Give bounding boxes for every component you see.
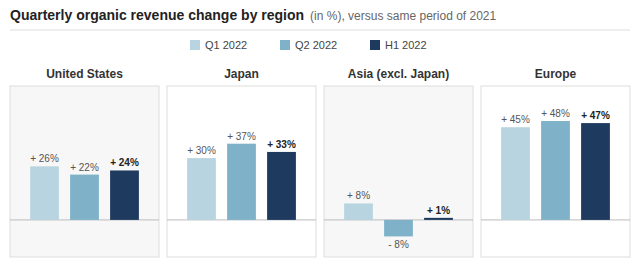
bar	[30, 166, 59, 220]
data-label: + 37%	[227, 131, 256, 142]
data-label: + 33%	[267, 139, 296, 150]
legend-swatch	[280, 40, 290, 50]
bar	[424, 218, 453, 220]
data-label: + 8%	[347, 190, 370, 201]
legend-label: Q1 2022	[205, 39, 247, 51]
bar	[267, 152, 296, 220]
category-label: United States	[46, 67, 123, 81]
data-label: + 22%	[70, 162, 99, 173]
legend-label: Q2 2022	[295, 39, 337, 51]
data-label: + 47%	[581, 110, 610, 121]
legend: Q1 2022 Q2 2022 H1 2022	[190, 39, 427, 51]
legend-swatch	[190, 40, 200, 50]
data-label: + 30%	[187, 145, 216, 156]
bar	[541, 121, 570, 220]
bars	[324, 203, 473, 236]
panel: Asia (excl. Japan) + 8% - 8% + 1%	[324, 67, 473, 257]
data-label: + 26%	[30, 153, 59, 164]
bar	[501, 127, 530, 220]
bar	[110, 170, 139, 219]
subtitle: (in %), versus same period of 2021	[310, 9, 496, 23]
bar	[187, 158, 216, 220]
data-label: + 1%	[427, 205, 450, 216]
legend-swatch	[370, 40, 380, 50]
category-label: Japan	[224, 67, 259, 81]
bar	[227, 144, 256, 220]
data-label: + 24%	[110, 157, 139, 168]
category-label: Europe	[535, 67, 577, 81]
panel: United States + 26% + 22% + 24%	[10, 67, 159, 257]
panel-frame	[167, 86, 316, 257]
panel-frame	[481, 86, 630, 257]
bars	[481, 121, 630, 220]
bars	[167, 144, 316, 220]
title: Quarterly organic revenue change by regi…	[10, 7, 304, 23]
data-label: + 48%	[541, 108, 570, 119]
panel-frame	[10, 86, 159, 257]
title-rule	[10, 30, 630, 31]
panel: Europe + 45% + 48% + 47%	[481, 67, 630, 257]
bars	[10, 166, 159, 220]
bar	[70, 175, 99, 220]
legend-label: H1 2022	[385, 39, 427, 51]
panel-frame	[324, 86, 473, 257]
data-label: + 45%	[501, 114, 530, 125]
bar	[384, 220, 413, 236]
bar	[581, 123, 610, 220]
chart: Quarterly organic revenue change by regi…	[0, 0, 640, 265]
data-label: - 8%	[388, 239, 409, 250]
panel: Japan + 30% + 37% + 33%	[167, 67, 316, 257]
bar	[344, 203, 373, 219]
category-label: Asia (excl. Japan)	[348, 67, 449, 81]
